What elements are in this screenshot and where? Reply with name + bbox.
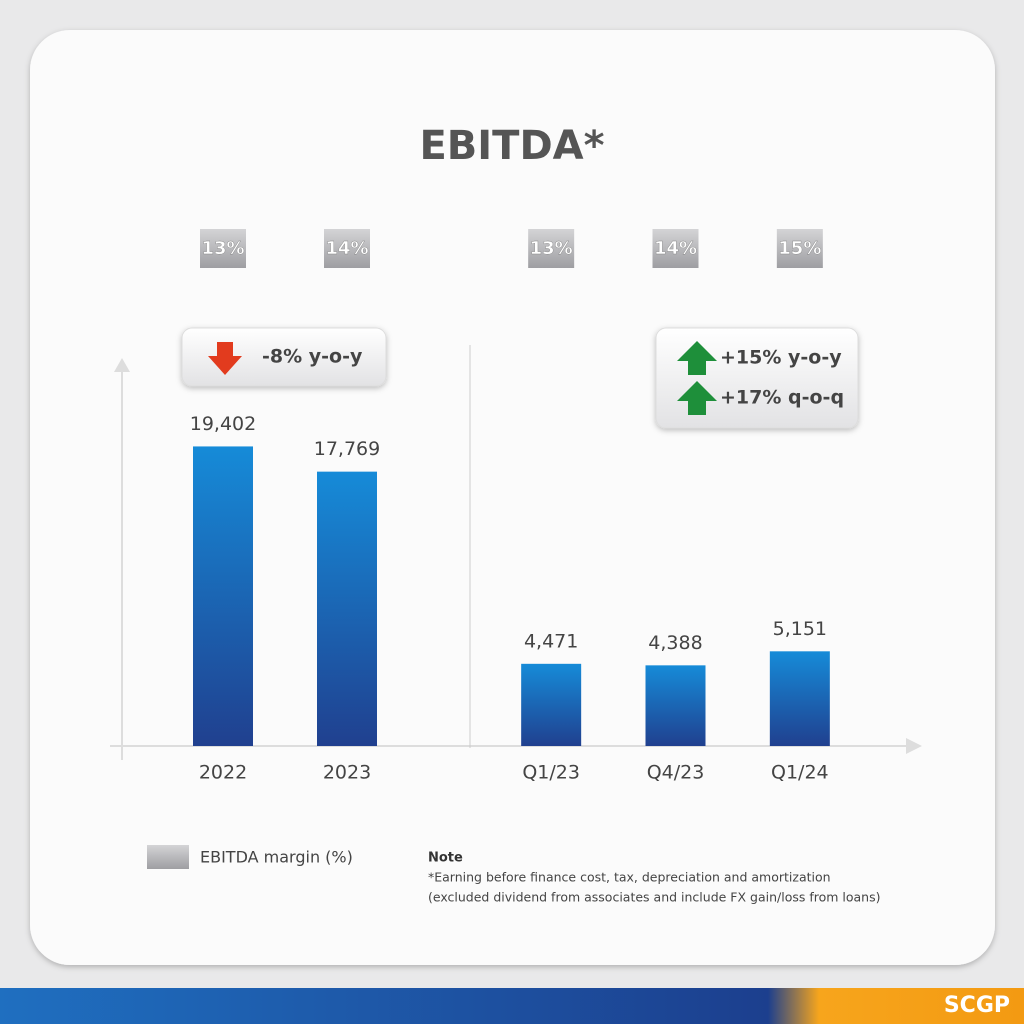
- margin-label: 14%: [654, 238, 697, 259]
- value-label: 5,151: [773, 618, 827, 640]
- margin-box: [776, 229, 823, 268]
- x-tick-label: 2022: [199, 762, 247, 784]
- up-arrow: [677, 341, 717, 375]
- note-line: (excluded dividend from associates and i…: [428, 890, 881, 905]
- margin-label: 14%: [325, 238, 368, 259]
- margin-box: [528, 229, 575, 268]
- brand: SCGP: [944, 993, 1010, 1018]
- annotation: +17% q-o-q: [720, 387, 844, 409]
- bar: [193, 446, 253, 746]
- x-tick-label: Q1/24: [771, 762, 829, 784]
- y-axis-arrow: [114, 358, 130, 372]
- margin-label: 13%: [530, 238, 573, 259]
- bar: [521, 663, 582, 746]
- value-label: 4,388: [648, 632, 702, 654]
- title: EBITDA*: [419, 123, 604, 169]
- x-axis-arrow: [906, 738, 922, 754]
- down-arrow: [208, 342, 242, 375]
- legend-label: EBITDA margin (%): [200, 848, 353, 867]
- bar: [645, 665, 706, 746]
- note-line: *Earning before finance cost, tax, depre…: [428, 870, 831, 885]
- x-tick-label: Q4/23: [647, 762, 705, 784]
- margin-box: [200, 229, 246, 268]
- legend-swatch: [147, 845, 189, 869]
- bar: [317, 471, 377, 746]
- note-heading: Note: [428, 851, 463, 866]
- x-tick-label: 2023: [323, 762, 371, 784]
- value-label: 4,471: [524, 630, 578, 652]
- annotation: +15% y-o-y: [720, 347, 842, 369]
- annotation: -8% y-o-y: [262, 346, 363, 368]
- x-tick-label: Q1/23: [522, 762, 580, 784]
- up-arrow: [677, 381, 717, 415]
- value-label: 17,769: [314, 438, 380, 460]
- annotation-box: [655, 327, 859, 429]
- margin-box: [652, 229, 699, 268]
- margin-label: 13%: [201, 238, 244, 259]
- footer-stripe: [0, 988, 1024, 1024]
- value-label: 19,402: [190, 413, 256, 435]
- margin-label: 15%: [778, 238, 821, 259]
- bar: [769, 651, 830, 746]
- card: [30, 30, 995, 965]
- margin-box: [324, 229, 370, 268]
